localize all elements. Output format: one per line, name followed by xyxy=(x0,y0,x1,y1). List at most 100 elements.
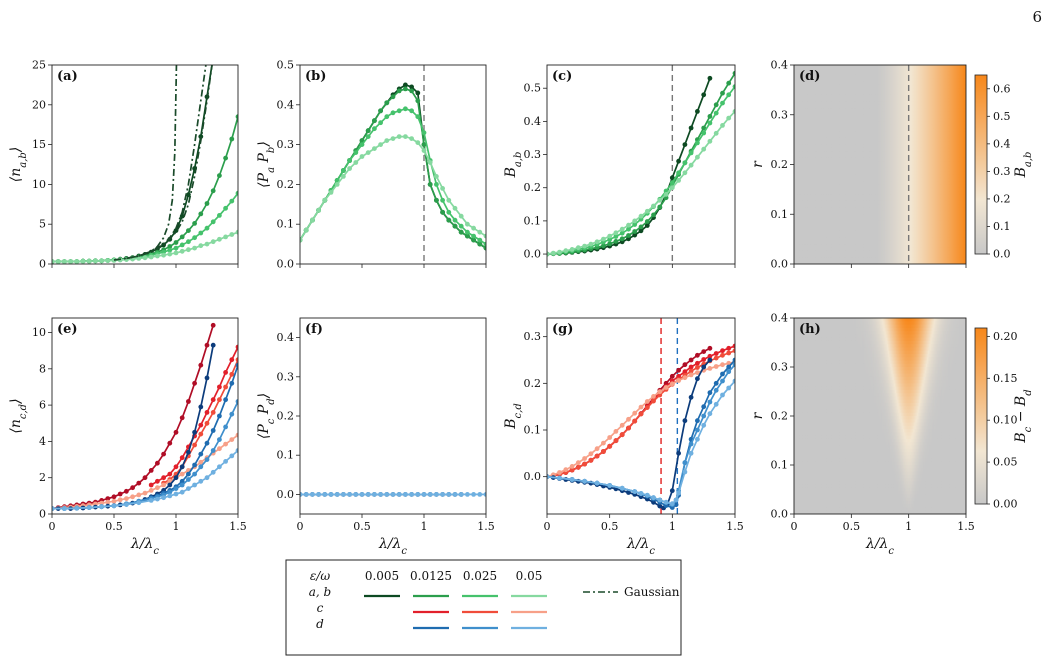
heatmap-cell xyxy=(824,68,827,73)
heatmap-cell xyxy=(803,154,805,159)
heatmap-cell xyxy=(845,114,848,119)
heatmap-cell xyxy=(868,141,871,146)
heatmap-cell xyxy=(829,191,832,195)
heatmap-cell xyxy=(870,141,873,146)
heatmap-cell xyxy=(797,144,800,149)
heatmap-cell xyxy=(841,71,843,76)
heatmap-cell xyxy=(827,257,829,262)
heatmap-cell xyxy=(830,88,833,93)
heatmap-cell xyxy=(808,121,811,126)
heatmap-cell xyxy=(803,101,805,106)
heatmap-cell xyxy=(823,204,826,209)
heatmap-cell xyxy=(799,257,802,262)
heatmap-cell xyxy=(836,68,839,73)
heatmap-cell xyxy=(805,147,808,152)
heatmap-cell xyxy=(857,157,859,162)
heatmap-cell xyxy=(838,247,841,252)
heatmap-cell xyxy=(815,91,818,96)
heatmap-cell xyxy=(858,230,860,235)
heatmap-cell xyxy=(876,184,879,189)
heatmap-cell xyxy=(814,81,817,86)
heatmap-cell xyxy=(798,214,801,219)
heatmap-cell xyxy=(823,78,826,83)
heatmap-cell xyxy=(854,191,857,195)
heatmap-cell xyxy=(877,88,880,93)
data-point xyxy=(105,258,111,263)
heatmap-cell xyxy=(861,118,864,122)
heatmap-cell xyxy=(846,214,849,219)
heatmap-cell xyxy=(796,144,799,149)
heatmap-cell xyxy=(855,65,858,69)
heatmap-cell xyxy=(875,217,878,222)
heatmap-cell xyxy=(815,207,818,212)
heatmap-cell xyxy=(802,247,804,252)
heatmap-cell xyxy=(858,207,860,212)
heatmap-cell xyxy=(880,161,882,166)
heatmap-cell xyxy=(804,114,807,119)
data-point xyxy=(676,170,681,176)
heatmap-cell xyxy=(865,128,867,132)
heatmap-cell xyxy=(843,250,846,255)
heatmap-cell xyxy=(822,177,825,182)
heatmap-cell xyxy=(834,250,836,255)
data-point xyxy=(676,158,681,164)
heatmap-cell xyxy=(842,84,844,89)
data-point xyxy=(632,229,638,234)
heatmap-cell xyxy=(811,254,813,258)
heatmap-cell xyxy=(816,134,819,139)
heatmap-cell xyxy=(807,227,810,232)
heatmap-cell xyxy=(846,207,849,212)
heatmap-cell xyxy=(818,234,820,239)
heatmap-cell xyxy=(812,204,815,209)
heatmap-cell xyxy=(815,247,818,252)
heatmap-cell xyxy=(867,210,870,215)
heatmap-cell xyxy=(874,104,877,109)
heatmap-cell xyxy=(837,101,840,106)
heatmap-cell xyxy=(865,104,867,109)
heatmap-cell xyxy=(820,104,823,109)
heatmap-cell xyxy=(849,108,851,113)
heatmap-cell xyxy=(871,220,874,225)
heatmap-cell xyxy=(860,184,863,189)
heatmap-cell xyxy=(847,171,850,176)
heatmap-cell xyxy=(800,217,803,222)
heatmap-cell xyxy=(875,108,878,113)
heatmap-cell xyxy=(795,184,797,189)
heatmap-cell xyxy=(828,131,831,136)
heatmap-field xyxy=(794,65,966,264)
heatmap-cell xyxy=(818,68,820,73)
heatmap-cell xyxy=(859,94,862,99)
heatmap-cell xyxy=(803,197,805,202)
heatmap-cell xyxy=(828,134,831,139)
heatmap-cell xyxy=(818,191,820,195)
heatmap-cell xyxy=(834,214,836,219)
heatmap-cell xyxy=(831,134,834,139)
heatmap-cell xyxy=(847,260,850,264)
heatmap-cell xyxy=(813,260,816,264)
heatmap-cell xyxy=(835,94,838,99)
heatmap-cell xyxy=(815,144,818,149)
heatmap-cell xyxy=(823,224,826,229)
heatmap-cell xyxy=(857,154,859,159)
heatmap-cell xyxy=(797,147,800,152)
heatmap-cell xyxy=(861,191,864,195)
heatmap-cell xyxy=(853,104,856,109)
heatmap-cell xyxy=(858,197,860,202)
heatmap-cell xyxy=(880,174,882,179)
heatmap-cell xyxy=(811,191,813,195)
heatmap-cell xyxy=(831,184,834,189)
heatmap-cell xyxy=(836,200,839,205)
heatmap-cell xyxy=(802,181,804,185)
heatmap-cell xyxy=(850,227,852,232)
heatmap-cell xyxy=(835,254,838,258)
heatmap-cell xyxy=(871,111,874,116)
heatmap-cell xyxy=(810,147,812,152)
heatmap-cell xyxy=(875,111,878,116)
heatmap-cell xyxy=(865,257,867,262)
heatmap-cell xyxy=(875,227,878,232)
heatmap-cell xyxy=(851,217,854,222)
data-point xyxy=(179,242,185,248)
heatmap-cell xyxy=(859,167,862,172)
data-point xyxy=(720,90,725,96)
heatmap-cell xyxy=(796,184,799,189)
